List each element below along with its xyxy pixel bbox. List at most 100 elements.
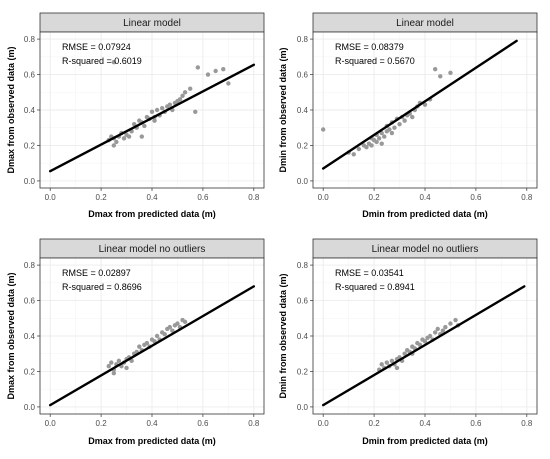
data-point — [422, 102, 428, 107]
panel-border — [39, 31, 265, 189]
data-point — [144, 340, 150, 346]
data-point — [111, 371, 117, 376]
panel-title: Linear model — [396, 18, 454, 29]
x-tick-label: 0.8 — [521, 419, 533, 428]
data-point — [394, 365, 400, 371]
r-squared-annotation: R-squared = 0.8696 — [62, 282, 142, 292]
x-axis-title: Dmin from predicted data (m) — [362, 436, 488, 446]
data-point — [389, 358, 395, 364]
x-tick-label: 0.2 — [369, 193, 381, 202]
data-point — [226, 81, 231, 86]
data-point — [149, 109, 155, 114]
y-tick-label: 0.0 — [297, 403, 309, 412]
data-point — [389, 130, 395, 136]
regression-line — [321, 39, 518, 170]
data-point — [142, 123, 147, 129]
data-point — [402, 118, 407, 123]
data-point — [369, 143, 374, 148]
data-point — [116, 358, 122, 364]
x-tick-label: 0.6 — [197, 193, 209, 202]
data-point — [167, 102, 173, 107]
panel-2: Linear model 0.0 0.2 0.4 0.6 0.8 0.0 0.2 0.4 0.6 0… — [278, 12, 538, 219]
rmse-annotation: RMSE = 0.02897 — [62, 268, 131, 278]
data-point — [182, 319, 188, 325]
y-tick-label: 0.6 — [24, 71, 36, 80]
data-point — [175, 321, 180, 326]
r-squared-annotation: R-squared = 0.6019 — [62, 56, 142, 66]
data-point — [111, 143, 117, 148]
x-tick-label: 0.0 — [318, 419, 330, 428]
y-tick-label: 0.0 — [24, 403, 36, 412]
data-point — [438, 74, 443, 79]
panel-border — [312, 31, 538, 189]
x-axis-title: Dmin from predicted data (m) — [362, 209, 488, 219]
x-tick-label: 0.2 — [96, 419, 108, 428]
y-tick-label: 0.8 — [24, 261, 36, 270]
data-point — [221, 67, 226, 72]
y-tick-label: 0.4 — [297, 332, 309, 341]
data-point — [379, 141, 384, 146]
panel-title: Linear model — [123, 18, 181, 29]
y-tick-label: 0.8 — [297, 261, 309, 270]
y-tick-label: 0.2 — [24, 367, 36, 376]
data-point — [195, 65, 201, 70]
y-tick-label: 0.6 — [297, 71, 309, 80]
y-tick-label: 0.2 — [297, 141, 309, 150]
data-point — [432, 330, 438, 335]
data-point — [364, 145, 369, 150]
panel-4: Linear model no outliers 0.0 0.2 0.4 0.6 0.8 0… — [278, 238, 538, 446]
data-point — [187, 86, 193, 91]
data-point — [205, 72, 211, 77]
data-point — [376, 136, 382, 141]
data-point — [382, 134, 387, 139]
rmse-annotation: RMSE = 0.03541 — [335, 268, 404, 278]
rmse-annotation: RMSE = 0.07924 — [62, 42, 131, 52]
data-point — [162, 332, 167, 337]
y-tick-label: 0.8 — [297, 35, 309, 44]
x-tick-label: 0.6 — [470, 193, 482, 202]
y-tick-label: 0.6 — [24, 297, 36, 306]
data-point — [193, 109, 198, 114]
data-point — [114, 139, 119, 145]
data-point — [111, 59, 117, 65]
x-tick-label: 0.2 — [369, 419, 381, 428]
data-point — [139, 134, 145, 139]
x-axis-title: Dmax from predicted data (m) — [88, 436, 216, 446]
data-point — [182, 90, 188, 95]
regression-line — [48, 285, 256, 407]
data-point — [379, 362, 384, 367]
data-point — [374, 139, 379, 145]
regression-line — [48, 63, 256, 173]
x-tick-label: 0.4 — [146, 193, 158, 202]
y-tick-label: 0.0 — [297, 177, 309, 186]
data-point — [448, 321, 453, 326]
data-point — [121, 136, 127, 141]
y-tick-label: 0.4 — [24, 332, 36, 341]
data-point — [124, 365, 129, 371]
data-point — [440, 328, 446, 333]
panel-title: Linear model no outliers — [99, 244, 206, 255]
data-point — [410, 114, 415, 120]
x-tick-label: 0.6 — [470, 419, 482, 428]
data-point — [397, 121, 402, 127]
data-point — [154, 107, 160, 113]
x-tick-label: 0.4 — [419, 419, 431, 428]
data-point — [131, 121, 137, 127]
data-point — [443, 324, 448, 330]
panel-title: Linear model no outliers — [372, 244, 479, 255]
panel-3: Linear model no outliers 0.0 0.2 0.4 0.6 0.8 0… — [6, 238, 265, 446]
data-point — [177, 97, 183, 102]
data-point — [320, 127, 326, 132]
data-point — [427, 333, 433, 339]
data-point — [392, 125, 397, 130]
y-tick-label: 0.4 — [24, 106, 36, 115]
y-tick-label: 0.4 — [297, 106, 309, 115]
data-point — [448, 70, 453, 75]
r-squared-annotation: R-squared = 0.8941 — [335, 282, 415, 292]
data-point — [422, 339, 428, 344]
y-axis-title: Dmin from observed data (m) — [278, 273, 288, 398]
rmse-annotation: RMSE = 0.08379 — [335, 42, 404, 52]
data-point — [129, 358, 134, 364]
data-point — [167, 324, 173, 330]
